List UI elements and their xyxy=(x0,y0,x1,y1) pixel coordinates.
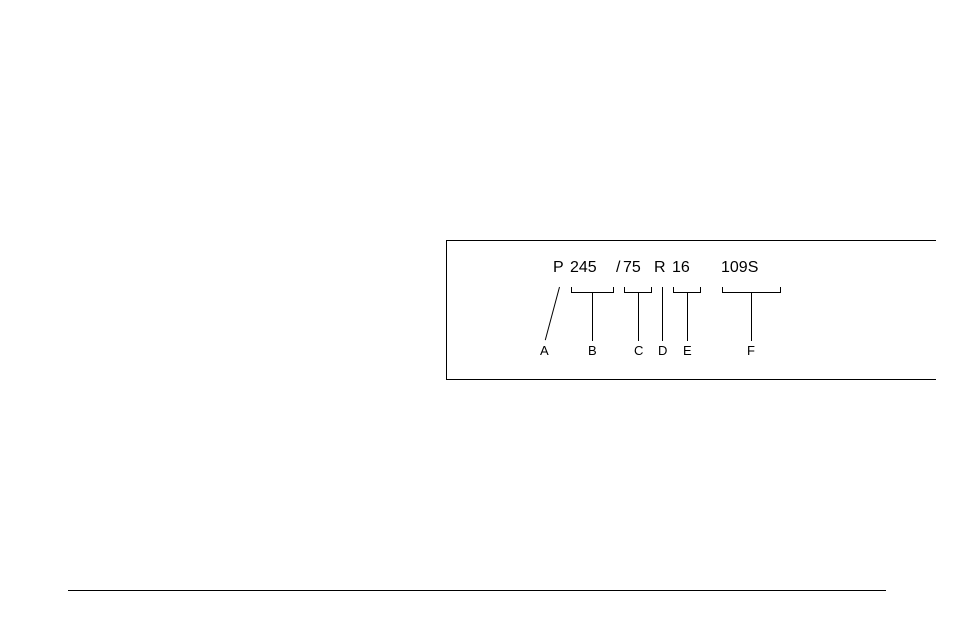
label-c: C xyxy=(634,343,643,358)
segment-c: 75 xyxy=(623,259,641,277)
pointer-f xyxy=(751,293,752,341)
pointer-b xyxy=(592,293,593,341)
pointer-d xyxy=(662,287,663,341)
tire-size-diagram: P 245 / 75 R 16 109S A B C D E F xyxy=(446,240,936,380)
segment-f: 109S xyxy=(721,259,758,277)
pointer-c xyxy=(638,293,639,341)
horizontal-rule xyxy=(68,590,886,591)
label-e: E xyxy=(683,343,692,358)
segment-sep: / xyxy=(616,259,620,277)
label-b: B xyxy=(588,343,597,358)
pointer-e xyxy=(687,293,688,341)
segment-a: P xyxy=(553,259,564,277)
label-f: F xyxy=(747,343,755,358)
label-d: D xyxy=(658,343,667,358)
segment-e: 16 xyxy=(672,259,690,277)
segment-b: 245 xyxy=(570,259,597,277)
segment-d: R xyxy=(654,259,666,277)
pointer-a xyxy=(545,287,560,340)
label-a: A xyxy=(540,343,549,358)
